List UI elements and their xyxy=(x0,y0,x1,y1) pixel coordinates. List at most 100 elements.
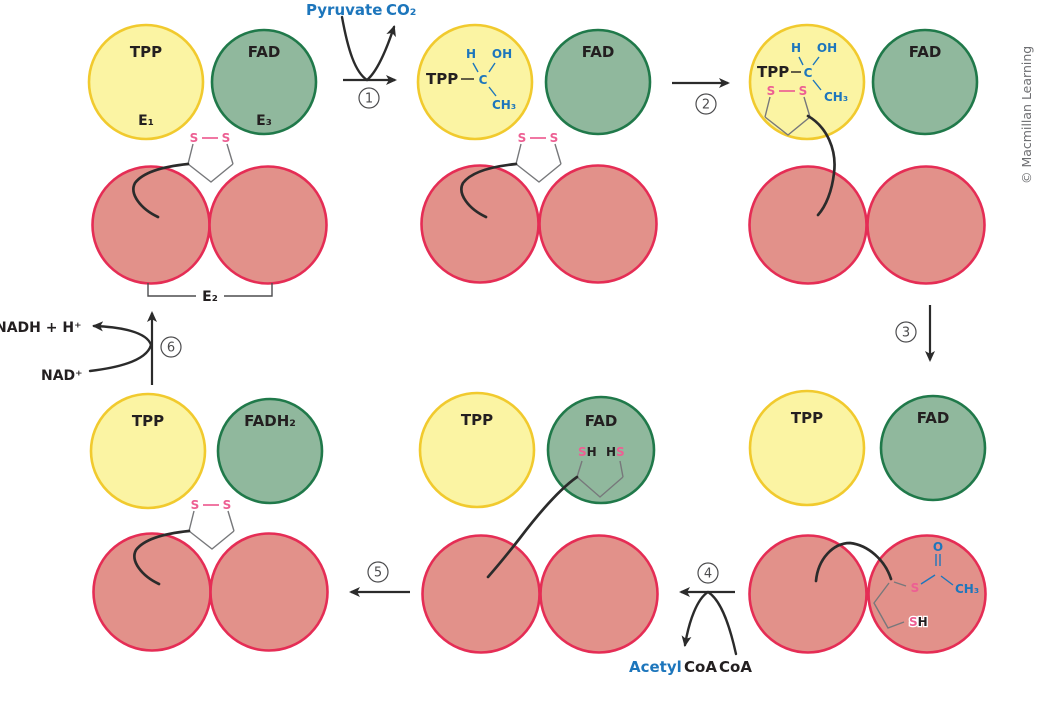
step-2-reaction: 2 xyxy=(672,78,730,115)
thiol-label: SH xyxy=(909,615,928,629)
step-3-badge xyxy=(895,321,917,343)
s-carbonyl-bond xyxy=(920,574,936,585)
tpp-label: TPP xyxy=(130,43,162,61)
lipoamide-disulfide-ring xyxy=(187,130,234,183)
c-h-bond xyxy=(798,56,804,66)
e3-enzyme-circle xyxy=(546,395,656,505)
sulfur-atom-label: S xyxy=(909,615,918,629)
step-1-reaction: Pyruvate CO₂ 1 xyxy=(306,1,416,109)
panel-2: FAD TPP C H OH CH₃ xyxy=(416,23,658,284)
lipoamide-disulfide-ring xyxy=(515,130,562,183)
e3-enzyme-circle xyxy=(871,28,979,136)
e2-enzyme-circle-left xyxy=(748,165,868,285)
c-ch3-bond xyxy=(812,79,822,91)
e1-enzyme-circle xyxy=(87,23,205,141)
e2-enzyme-circle-right xyxy=(539,534,659,654)
hydrogen-atom-label: H xyxy=(606,445,616,459)
nadh-label: NADH + H⁺ xyxy=(0,320,81,336)
c-h-bond xyxy=(472,62,479,73)
methyl-label: CH₃ xyxy=(492,98,516,112)
acetyl-label: Acetyl xyxy=(629,658,682,676)
panel-3: FAD TPP C H OH CH₃ xyxy=(748,23,986,285)
hydrogen-atom-label: H xyxy=(918,615,928,629)
co2-label: CO₂ xyxy=(386,1,416,19)
panel-4-bottom-right: TPP FAD S O CH₃ SH xyxy=(748,389,987,654)
carbon-atom-label: C xyxy=(804,66,813,80)
e1-enzyme-circle xyxy=(89,392,207,510)
step-6-reaction: 6 NADH + H⁺ NAD⁺ xyxy=(0,311,182,385)
step-3-number: 3 xyxy=(902,326,910,341)
e1-label: E₁ xyxy=(138,113,154,129)
pyruvate-label: Pyruvate xyxy=(306,1,382,19)
c-s-bond xyxy=(893,581,907,587)
step-3-reaction: 3 xyxy=(895,305,935,362)
panel-1: TPP E₁ FAD E₃ E₂ xyxy=(87,23,328,305)
e1-enzyme-circle xyxy=(418,391,536,509)
c-ch3-bond xyxy=(488,86,497,97)
e3-enzyme-circle xyxy=(210,28,318,136)
thiol-label-right: HS xyxy=(606,445,625,459)
step-5-reaction: 5 xyxy=(349,561,410,597)
lipoyl-arm xyxy=(806,114,836,217)
methyl-label: CH₃ xyxy=(955,582,979,596)
e3-enzyme-circle xyxy=(879,394,987,502)
lipoyl-arm xyxy=(486,475,579,579)
tpp-label: TPP xyxy=(461,411,493,429)
e1-enzyme-circle xyxy=(748,389,866,507)
hydroxyethyl-tpp-structure: TPP C H OH CH₃ xyxy=(426,47,516,112)
lipoyl-arm xyxy=(814,541,893,583)
oxygen-atom-label: O xyxy=(933,540,943,554)
sulfur-atom-label: S xyxy=(911,581,920,595)
step-6-number: 6 xyxy=(167,341,175,356)
dihydrolipoamide-structure: SH HS xyxy=(486,445,625,579)
hydrogen-atom-label: H xyxy=(587,445,597,459)
step-4-number: 4 xyxy=(704,567,712,582)
step-1-number: 1 xyxy=(365,92,373,107)
e2-enzyme-circle-left xyxy=(91,165,211,285)
e1-enzyme-circle xyxy=(748,23,866,141)
tpp-label: TPP xyxy=(757,63,789,81)
e3-enzyme-circle xyxy=(216,397,324,505)
e2-label: E₂ xyxy=(202,289,218,305)
hydrogen-atom-label: H xyxy=(791,41,801,55)
step-2-badge xyxy=(695,93,717,115)
panel-6-bottom-left: TPP FADH₂ xyxy=(89,392,329,652)
e2-enzyme-circle-right xyxy=(538,164,658,284)
step-5-number: 5 xyxy=(374,566,382,581)
hydroxyl-label: OH xyxy=(492,47,512,61)
e3-label: E₃ xyxy=(256,113,272,129)
methyl-label: CH₃ xyxy=(824,90,848,104)
e2-enzyme-circle-right xyxy=(209,532,329,652)
panel-5-bottom-middle: TPP FAD SH HS xyxy=(418,391,659,654)
fad-label: FAD xyxy=(585,412,618,430)
sulfur-atom-label: S xyxy=(578,445,587,459)
acetyl-dihydrolipoamide-structure: S O CH₃ SH xyxy=(814,540,979,630)
coa-acetylcoa-exchange-arrow xyxy=(681,590,738,656)
fad-label: FAD xyxy=(917,409,950,427)
c-oh-bond xyxy=(488,62,496,73)
tpp-label: TPP xyxy=(791,409,823,427)
fad-label: FAD xyxy=(248,43,281,61)
c-oh-bond xyxy=(812,56,820,66)
step-5-badge xyxy=(367,561,389,583)
e2-bracket xyxy=(147,283,273,297)
thiol-label-left: SH xyxy=(578,445,597,459)
nad-nadh-exchange-arrow xyxy=(88,321,153,373)
e2-enzyme-circle-right xyxy=(208,165,328,285)
lipoamide-disulfide-ring xyxy=(188,497,235,550)
step-4-badge xyxy=(697,562,719,584)
carbon-atom-label: C xyxy=(479,73,488,87)
dihydrolipoyl-chain-bonds xyxy=(576,460,624,498)
tpp-label: TPP xyxy=(426,70,458,88)
hydrogen-atom-label: H xyxy=(466,47,476,61)
pyruvate-co2-exchange-arrow xyxy=(340,15,396,82)
step-6-badge xyxy=(160,336,182,358)
carbonyl-ch3-bond xyxy=(940,575,954,586)
fad-label: FAD xyxy=(582,43,615,61)
e2-enzyme-circle-right xyxy=(867,534,987,654)
e2-enzyme-circle-left xyxy=(420,164,540,284)
hydroxyl-label: OH xyxy=(817,41,837,55)
e2-enzyme-circle-left xyxy=(92,532,212,652)
